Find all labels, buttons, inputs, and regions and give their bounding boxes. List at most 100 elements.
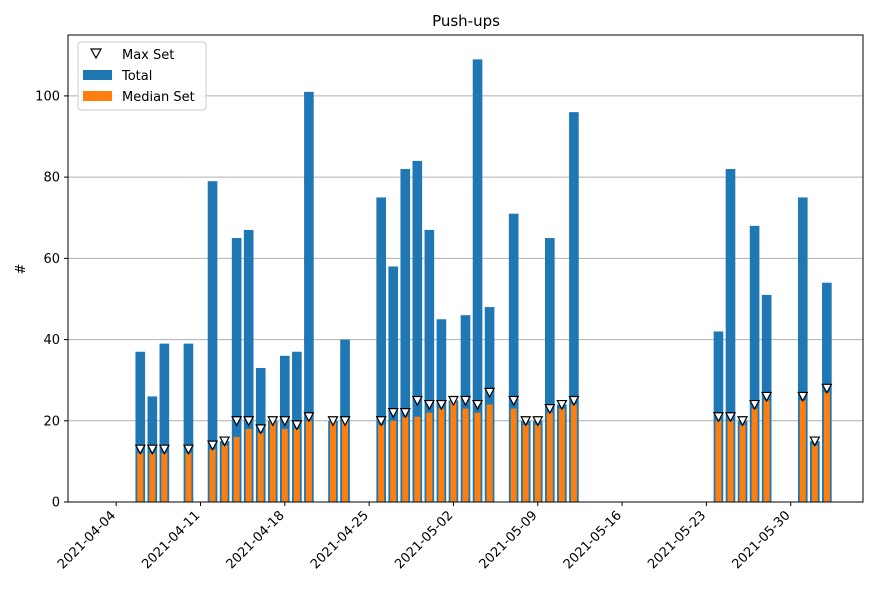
median-set-bar — [342, 420, 349, 502]
y-axis-label: # — [14, 264, 29, 275]
total-bar — [508, 213, 519, 502]
median-set-bar — [438, 408, 445, 502]
median-set-bar — [233, 437, 240, 502]
max-set-marker — [158, 444, 170, 455]
median-set-bar — [293, 428, 300, 502]
max-set-marker — [291, 420, 303, 431]
total-bar — [412, 160, 423, 502]
max-set-marker — [821, 383, 833, 395]
total-bar — [376, 197, 386, 502]
y-tick-label: 100 — [35, 89, 60, 104]
y-tick-label: 40 — [43, 333, 60, 348]
max-set-marker — [399, 408, 411, 419]
max-set-marker — [472, 399, 484, 411]
max-set-marker — [544, 404, 556, 415]
max-set-marker — [411, 395, 423, 407]
median-set-bar — [534, 424, 541, 502]
max-set-marker — [520, 416, 532, 427]
median-set-bar — [751, 408, 758, 502]
median-set-bar — [462, 408, 469, 502]
median-set-bar — [305, 420, 312, 502]
total-bar — [243, 229, 254, 502]
total-bar — [304, 91, 314, 502]
median-set-bar — [209, 449, 216, 502]
median-set-bar — [269, 420, 276, 502]
median-set-bar — [149, 453, 156, 502]
median-set-bar — [245, 428, 252, 502]
max-set-marker — [460, 395, 471, 407]
max-set-marker — [231, 416, 243, 427]
legend-label-max-set: Max Set — [122, 48, 174, 63]
total-bar — [400, 169, 411, 502]
max-set-marker — [737, 416, 749, 427]
median-set-bar — [185, 453, 192, 502]
max-set-marker — [339, 416, 351, 427]
total-bar — [135, 351, 146, 502]
max-set-marker — [532, 416, 544, 427]
median-set-bar — [763, 400, 770, 502]
median-set-bar — [546, 412, 553, 502]
median-set-bar — [811, 445, 818, 502]
max-set-marker — [219, 436, 231, 447]
y-tick-label: 20 — [43, 414, 60, 429]
median-set-bar — [414, 416, 421, 502]
median-set-bar — [257, 432, 264, 502]
median-set-bar — [727, 420, 734, 502]
median-set-bar — [570, 404, 577, 502]
max-set-marker — [568, 395, 580, 407]
max-set-marker — [255, 424, 267, 435]
y-tick-label: 0 — [52, 496, 60, 511]
max-set-marker — [423, 399, 435, 411]
legend-max-set-marker — [89, 48, 103, 60]
median-set-bar — [558, 408, 565, 502]
median-set-bar — [450, 400, 457, 502]
legend: Max Set Total Median Set — [77, 41, 207, 111]
median-set-bar — [137, 453, 144, 502]
total-bar — [388, 266, 399, 502]
median-set-bar — [378, 424, 385, 502]
median-set-bar — [715, 420, 722, 502]
max-set-marker — [134, 444, 146, 455]
max-set-marker — [712, 412, 724, 423]
median-set-bar — [823, 392, 830, 502]
max-set-marker — [327, 416, 339, 427]
median-set-bar — [221, 445, 228, 502]
max-set-marker — [761, 391, 773, 403]
max-set-marker — [484, 387, 496, 399]
max-set-marker — [387, 408, 399, 419]
median-set-bar — [426, 412, 433, 502]
total-bar — [749, 225, 760, 502]
total-bar — [231, 238, 242, 503]
legend-median-swatch — [83, 91, 112, 101]
max-set-marker — [267, 416, 279, 427]
total-bar — [183, 343, 194, 502]
total-bar — [725, 169, 736, 502]
median-set-bar — [739, 424, 746, 502]
max-set-marker — [303, 412, 315, 423]
plot-frame — [67, 34, 864, 503]
total-bar — [159, 343, 170, 502]
median-set-bar — [329, 420, 337, 502]
legend-label-total: Total — [121, 69, 152, 84]
max-set-markers — [134, 383, 833, 455]
max-set-marker — [146, 444, 158, 455]
median-set-bar — [161, 453, 168, 502]
max-set-marker — [435, 399, 447, 411]
y-tick-label: 60 — [43, 252, 60, 267]
max-set-marker — [749, 399, 761, 411]
median-set-bar — [402, 416, 409, 502]
chart-title: Push-ups — [432, 12, 500, 30]
total-bar — [472, 59, 483, 502]
median-set-bar — [510, 408, 517, 502]
y-axis: 0 20 40 60 80 100 — [35, 89, 68, 511]
total-bar — [569, 112, 579, 502]
max-set-marker — [809, 436, 821, 447]
median-bars — [137, 392, 830, 502]
max-set-marker — [725, 412, 736, 423]
max-set-marker — [447, 395, 459, 407]
legend-total-swatch — [83, 70, 112, 80]
total-bar — [207, 181, 218, 503]
median-set-bar — [281, 428, 288, 502]
total-bar — [424, 229, 435, 502]
